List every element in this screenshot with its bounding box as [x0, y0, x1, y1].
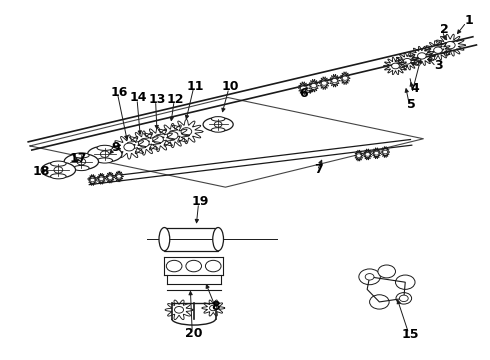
Circle shape — [168, 132, 178, 139]
Circle shape — [383, 150, 388, 154]
Text: 7: 7 — [314, 163, 323, 176]
Circle shape — [392, 63, 399, 69]
Circle shape — [395, 275, 415, 289]
Text: 14: 14 — [130, 91, 147, 104]
Text: 16: 16 — [110, 86, 127, 99]
Circle shape — [374, 152, 379, 155]
Circle shape — [378, 265, 395, 278]
Circle shape — [117, 175, 122, 178]
Circle shape — [186, 260, 201, 272]
Ellipse shape — [88, 146, 122, 162]
Ellipse shape — [50, 161, 66, 166]
Bar — [164, 228, 218, 251]
Ellipse shape — [64, 154, 98, 170]
Circle shape — [356, 154, 361, 157]
Text: 10: 10 — [221, 80, 239, 93]
Circle shape — [77, 158, 86, 165]
Text: 15: 15 — [401, 328, 419, 341]
Circle shape — [369, 295, 389, 309]
Text: 9: 9 — [111, 141, 120, 154]
Ellipse shape — [50, 174, 66, 179]
Ellipse shape — [159, 228, 170, 251]
Circle shape — [300, 86, 306, 90]
Ellipse shape — [97, 158, 113, 163]
Circle shape — [417, 53, 426, 59]
Circle shape — [124, 143, 135, 151]
Text: 1: 1 — [465, 14, 473, 27]
Text: 13: 13 — [148, 93, 166, 106]
Text: 6: 6 — [299, 87, 308, 100]
Circle shape — [434, 47, 442, 53]
Text: 12: 12 — [167, 93, 184, 106]
Circle shape — [359, 269, 380, 285]
Circle shape — [205, 260, 221, 272]
Text: 18: 18 — [32, 165, 49, 177]
Circle shape — [166, 260, 182, 272]
Circle shape — [445, 41, 455, 49]
Ellipse shape — [41, 162, 75, 178]
Text: 17: 17 — [69, 152, 87, 165]
Circle shape — [174, 306, 184, 313]
Circle shape — [321, 81, 327, 85]
Circle shape — [108, 176, 113, 179]
Text: 3: 3 — [434, 59, 442, 72]
Circle shape — [396, 293, 412, 304]
Circle shape — [90, 178, 95, 182]
Ellipse shape — [203, 117, 233, 131]
Circle shape — [365, 153, 370, 156]
Circle shape — [311, 84, 317, 88]
Text: 2: 2 — [440, 23, 449, 36]
Circle shape — [365, 274, 374, 280]
Ellipse shape — [74, 166, 89, 171]
Circle shape — [153, 136, 163, 143]
Text: 19: 19 — [192, 195, 209, 208]
Circle shape — [54, 167, 63, 173]
Circle shape — [403, 58, 411, 64]
Circle shape — [99, 177, 104, 181]
Circle shape — [342, 76, 348, 80]
Circle shape — [100, 151, 109, 157]
Text: 5: 5 — [407, 98, 416, 111]
Circle shape — [210, 305, 217, 311]
Circle shape — [399, 295, 408, 302]
Circle shape — [332, 78, 338, 83]
Ellipse shape — [74, 153, 89, 158]
Circle shape — [181, 128, 192, 135]
Circle shape — [139, 139, 149, 147]
Circle shape — [214, 122, 222, 127]
Text: 8: 8 — [211, 300, 220, 313]
Text: 11: 11 — [186, 80, 204, 93]
Ellipse shape — [97, 145, 113, 150]
Text: 20: 20 — [185, 327, 202, 340]
Text: 4: 4 — [411, 82, 419, 95]
Ellipse shape — [211, 128, 225, 132]
Ellipse shape — [211, 117, 225, 121]
Ellipse shape — [213, 228, 223, 251]
